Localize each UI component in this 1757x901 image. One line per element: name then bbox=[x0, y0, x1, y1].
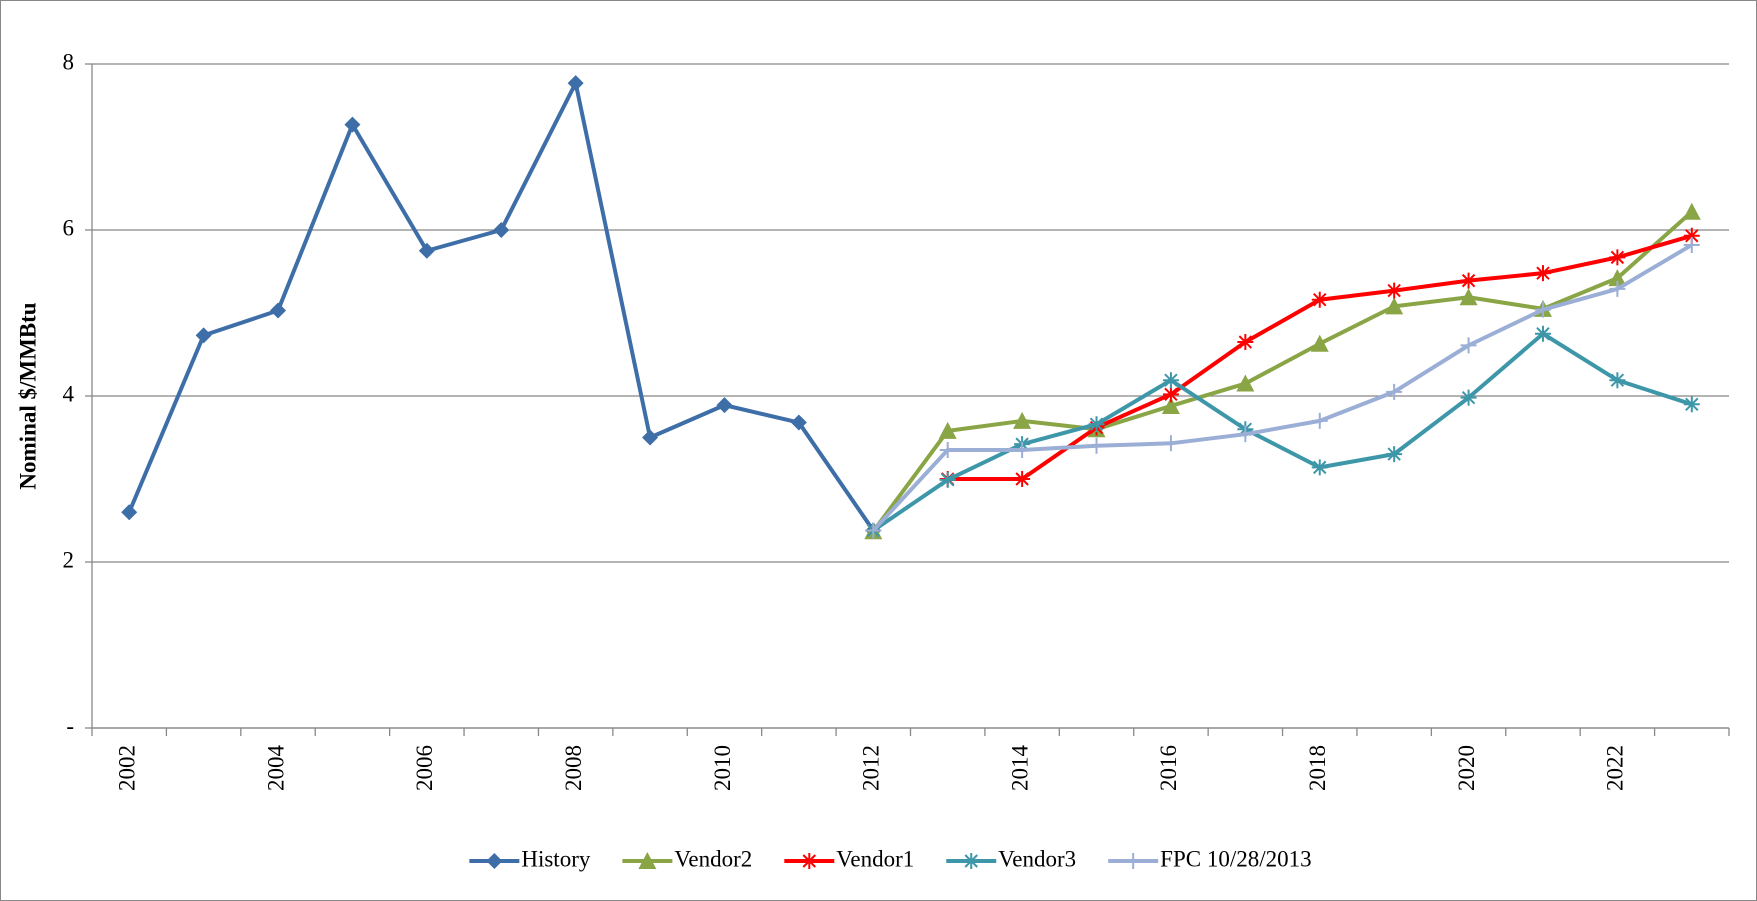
marker bbox=[1608, 269, 1627, 287]
marker bbox=[1237, 426, 1254, 443]
marker bbox=[1311, 412, 1328, 429]
marker bbox=[1534, 301, 1551, 318]
marker bbox=[1385, 297, 1404, 315]
marker bbox=[1609, 280, 1626, 297]
marker bbox=[865, 522, 882, 539]
marker bbox=[939, 471, 956, 488]
x-tick-label: 2004 bbox=[263, 745, 288, 792]
marker bbox=[1161, 396, 1180, 414]
x-tick-label: 2012 bbox=[859, 745, 884, 791]
marker bbox=[1683, 396, 1700, 413]
marker bbox=[1088, 437, 1105, 454]
legend-label: History bbox=[521, 846, 591, 871]
y-tick-label: 4 bbox=[63, 381, 75, 406]
marker bbox=[1311, 459, 1328, 476]
marker bbox=[1683, 227, 1700, 244]
marker bbox=[1534, 265, 1551, 282]
x-tick-label: 2002 bbox=[114, 745, 139, 791]
marker bbox=[1386, 383, 1403, 400]
x-tick-label: 2010 bbox=[710, 745, 735, 791]
x-tick-label: 2008 bbox=[561, 745, 586, 791]
x-tick-label: 2020 bbox=[1454, 745, 1479, 791]
legend-label: Vendor2 bbox=[674, 846, 752, 871]
marker bbox=[1237, 334, 1254, 351]
marker bbox=[1014, 441, 1031, 458]
marker bbox=[486, 853, 503, 869]
y-tick-label: 6 bbox=[63, 215, 75, 240]
marker bbox=[344, 116, 361, 133]
marker bbox=[1311, 291, 1328, 308]
x-tick-label: 2022 bbox=[1603, 745, 1628, 791]
marker bbox=[1125, 853, 1142, 869]
marker bbox=[790, 414, 807, 431]
marker bbox=[1386, 282, 1403, 299]
x-tick-label: 2006 bbox=[412, 745, 437, 791]
marker bbox=[195, 327, 212, 344]
marker bbox=[1162, 386, 1179, 403]
marker bbox=[1460, 272, 1477, 289]
marker bbox=[1534, 325, 1551, 342]
y-tick-label: - bbox=[66, 713, 74, 738]
marker bbox=[1162, 435, 1179, 452]
y-tick-label: 2 bbox=[63, 547, 75, 572]
marker bbox=[801, 853, 818, 869]
marker bbox=[638, 852, 657, 869]
marker bbox=[939, 441, 956, 458]
series-line bbox=[871, 243, 1693, 532]
y-axis-label: Nominal $/MMBtu bbox=[15, 302, 40, 489]
marker bbox=[1459, 288, 1478, 306]
legend: History Vendor2 Vendor1 Vendor3 FPC 10/28/20… bbox=[469, 846, 1312, 871]
marker bbox=[1386, 446, 1403, 463]
marker bbox=[938, 421, 957, 439]
x-tick-label: 2018 bbox=[1305, 745, 1330, 791]
marker bbox=[1236, 374, 1255, 392]
y-tick-label: 8 bbox=[63, 49, 75, 74]
marker bbox=[1014, 471, 1031, 487]
marker bbox=[1013, 411, 1032, 429]
marker bbox=[1682, 202, 1701, 220]
series-line bbox=[871, 210, 1694, 533]
marker bbox=[716, 397, 733, 414]
marker bbox=[1460, 389, 1477, 406]
legend-label: Vendor3 bbox=[998, 846, 1076, 871]
legend-label: Vendor1 bbox=[836, 846, 914, 871]
marker bbox=[1460, 337, 1477, 354]
marker bbox=[1310, 334, 1329, 352]
marker bbox=[1088, 416, 1105, 433]
marker bbox=[270, 302, 287, 319]
x-tick-label: 2014 bbox=[1007, 745, 1032, 792]
marker bbox=[121, 504, 138, 521]
legend-label: FPC 10/28/2013 bbox=[1160, 846, 1311, 871]
x-tick-label: 2016 bbox=[1156, 745, 1181, 791]
marker bbox=[1609, 372, 1626, 389]
marker bbox=[1683, 236, 1700, 253]
marker bbox=[642, 429, 659, 446]
marker bbox=[1162, 372, 1179, 389]
marker bbox=[567, 75, 584, 92]
marker bbox=[418, 242, 435, 259]
marker bbox=[493, 222, 510, 238]
marker bbox=[1609, 249, 1626, 266]
marker bbox=[963, 853, 980, 869]
